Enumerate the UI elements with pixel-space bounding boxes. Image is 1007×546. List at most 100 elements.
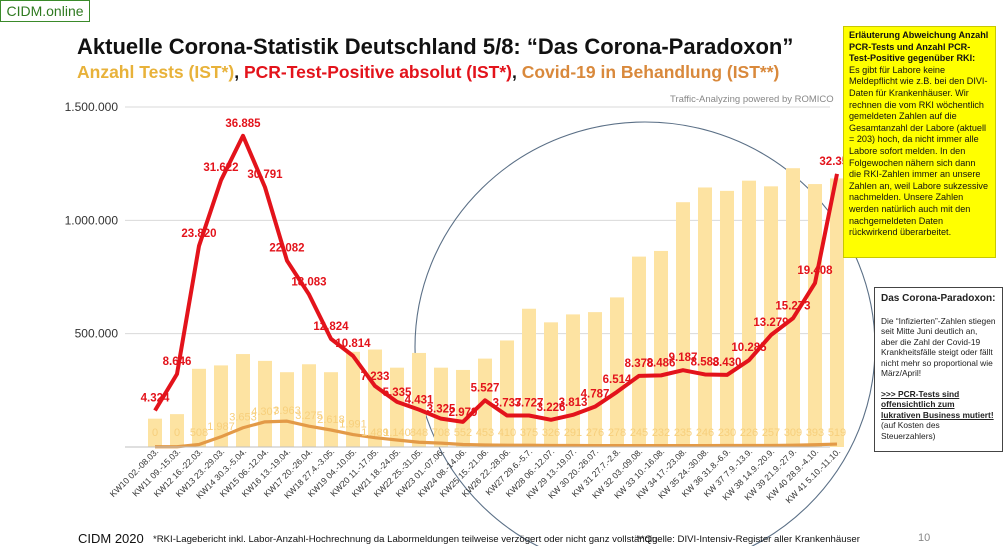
covid-data-label: 393 xyxy=(806,427,824,439)
bar xyxy=(500,340,514,447)
positives-data-label: 18.083 xyxy=(291,276,326,288)
covid-data-label: 3.963 xyxy=(273,405,301,417)
bar xyxy=(588,312,602,447)
positives-data-label: 4.787 xyxy=(581,389,610,401)
covid-data-label: 1.140 xyxy=(383,427,411,439)
bar xyxy=(742,180,756,447)
covid-data-label: 309 xyxy=(784,427,802,439)
positives-data-label: 3.737 xyxy=(493,397,522,409)
bar xyxy=(522,308,536,447)
covid-data-label: 276 xyxy=(586,427,604,439)
covid-data-label: 235 xyxy=(674,427,692,439)
bar xyxy=(236,354,250,447)
covid-data-label: 453 xyxy=(476,427,494,439)
subtitle-positives: PCR-Test-Positive absolut (IST*) xyxy=(243,62,512,82)
bar xyxy=(544,322,558,447)
explanation-text: Es gibt für Labore keine Meldepflicht wi… xyxy=(849,64,989,238)
positives-data-label: 2.979 xyxy=(449,407,478,419)
bar xyxy=(786,168,800,447)
explanation-box: Erläuterung Abweichung Anzahl PCR-Tests … xyxy=(843,26,996,258)
bar xyxy=(148,418,162,447)
bar xyxy=(632,256,646,447)
cidm-badge[interactable]: CIDM.online xyxy=(0,0,90,22)
subtitle-separator: , xyxy=(234,62,244,82)
bar xyxy=(324,372,338,447)
paradox-link[interactable]: >>> PCR-Tests sind offensichtlich zum lu… xyxy=(881,388,994,420)
y-tick-label: 1.000.000 xyxy=(65,213,119,227)
positives-data-label: 8.378 xyxy=(625,358,654,370)
bar xyxy=(698,187,712,447)
bar xyxy=(456,369,470,447)
bar xyxy=(676,202,690,447)
bar xyxy=(412,352,426,447)
bar xyxy=(302,364,316,447)
positives-data-label: 6.514 xyxy=(603,374,632,386)
bar xyxy=(280,372,294,447)
covid-data-label: 326 xyxy=(542,427,560,439)
footer-org: CIDM 2020 xyxy=(78,531,144,546)
chart-credit: Traffic-Analyzing powered by ROMICO xyxy=(670,94,834,105)
positives-data-label: 36.885 xyxy=(225,118,261,130)
covid-data-label: 226 xyxy=(740,427,758,439)
explanation-heading: Erläuterung Abweichung Anzahl PCR-Tests … xyxy=(849,30,989,64)
positives-data-label: 8.646 xyxy=(163,356,192,368)
paradox-box: Das Corona-Paradoxon: Die “Infizierten”-… xyxy=(874,287,1003,452)
positives-data-label: 13.279 xyxy=(753,317,788,329)
footer-note: *RKI-Lagebericht inkl. Labor-Anzahl-Hoch… xyxy=(153,534,658,545)
positives-data-label: 4.431 xyxy=(405,395,434,407)
covid-data-label: 848 xyxy=(410,427,428,439)
positives-data-label: 12.824 xyxy=(313,321,349,333)
bar xyxy=(346,351,360,447)
positives-data-label: 10.814 xyxy=(335,338,371,350)
positives-data-label: 10.285 xyxy=(731,342,767,354)
subtitle-separator: , xyxy=(511,62,522,82)
positives-data-label: 15.273 xyxy=(775,300,810,312)
bar xyxy=(654,250,668,447)
covid-data-label: 3.275 xyxy=(295,410,323,422)
positives-data-label: 31.622 xyxy=(203,162,238,174)
covid-data-label: 278 xyxy=(608,427,626,439)
covid-data-label: 1.987 xyxy=(207,421,235,433)
covid-data-label: 708 xyxy=(432,427,450,439)
covid-data-label: 519 xyxy=(828,427,846,439)
paradox-heading: Das Corona-Paradoxon: xyxy=(881,293,996,304)
bar xyxy=(368,349,382,447)
covid-data-label: 4.307 xyxy=(251,406,279,418)
positives-data-label: 3.727 xyxy=(515,397,544,409)
bar xyxy=(720,190,734,447)
positives-data-label: 19.408 xyxy=(797,265,833,277)
bar xyxy=(808,184,822,448)
covid-data-label: 230 xyxy=(718,427,736,439)
positives-data-label: 5.335 xyxy=(383,387,412,399)
covid-data-label: 2.618 xyxy=(317,414,345,426)
page-number: 10 xyxy=(918,532,931,544)
covid-data-label: 410 xyxy=(498,427,516,439)
covid-data-label: 232 xyxy=(652,427,670,439)
page-subtitle: Anzahl Tests (IST*), PCR-Test-Positive a… xyxy=(77,62,779,83)
bar xyxy=(170,414,184,447)
bar xyxy=(192,368,206,447)
covid-data-label: 1.489 xyxy=(361,427,389,439)
covid-data-label: 375 xyxy=(520,427,538,439)
covid-data-label: 1.991 xyxy=(339,419,367,431)
covid-data-label: 3.653 xyxy=(229,412,257,424)
positives-data-label: 3.226 xyxy=(537,402,566,414)
bar xyxy=(830,178,844,447)
y-tick-label: 1.500.000 xyxy=(65,100,119,114)
covid-data-label: 257 xyxy=(762,427,780,439)
bar xyxy=(434,367,448,447)
positives-data-label: 5.527 xyxy=(471,382,500,394)
bar xyxy=(764,186,778,448)
bar xyxy=(610,297,624,447)
covid-data-label: 246 xyxy=(696,427,714,439)
paradox-text: Die “Infizierten”-Zahlen stiegen seit Mi… xyxy=(881,315,996,379)
covid-data-label: 291 xyxy=(564,427,582,439)
bar xyxy=(390,367,404,447)
y-tick-label: 500.000 xyxy=(75,327,119,341)
positives-data-label: 23.820 xyxy=(181,228,216,240)
page-title: Aktuelle Corona-Statistik Deutschland 5/… xyxy=(77,34,794,59)
positives-line xyxy=(153,133,839,424)
positives-data-label: 30.791 xyxy=(247,169,283,181)
covid-data-label: 552 xyxy=(454,427,472,439)
positives-data-label: 8.486 xyxy=(647,357,676,369)
